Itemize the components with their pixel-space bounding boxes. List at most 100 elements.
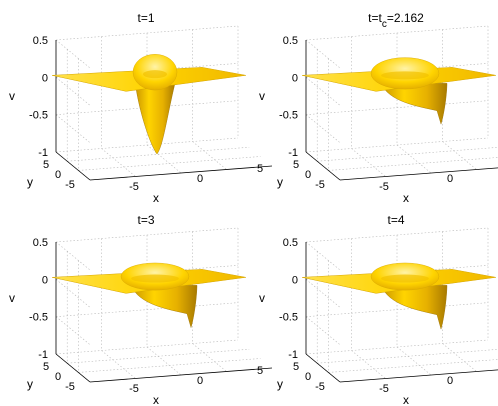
y-axis-label: y: [277, 377, 283, 391]
z-tick-label: -0.5: [279, 110, 298, 122]
y-axis-label: y: [277, 175, 283, 189]
subplot-title: t=1: [137, 11, 154, 25]
x-axis: [339, 369, 498, 383]
grid-line: [351, 350, 386, 379]
y-tick-label: -5: [65, 179, 75, 191]
grid-line: [192, 343, 227, 372]
surface-crater: [381, 274, 429, 283]
grid-line: [442, 343, 477, 372]
grid-line: [351, 148, 386, 177]
y-tick-label: 0: [305, 371, 311, 383]
surface-dip: [380, 83, 448, 125]
y-axis-label: y: [27, 175, 33, 189]
surface-dip: [130, 285, 198, 329]
grid-line: [67, 348, 250, 364]
grid-line: [396, 144, 432, 174]
surface-dip: [380, 285, 448, 330]
grid-line: [101, 350, 136, 379]
z-tick-label: -1: [38, 147, 48, 159]
z-tick-label: -1: [288, 349, 298, 361]
x-tick-label: -5: [129, 383, 139, 395]
grid-line: [78, 358, 261, 373]
grid-line: [317, 147, 498, 162]
z-axis-label: v: [259, 291, 265, 305]
grid-line: [305, 39, 341, 69]
z-tick-label: 0.5: [33, 35, 48, 47]
grid-line: [442, 141, 477, 170]
grid-line: [305, 279, 341, 308]
y-tick-label: 5: [43, 361, 49, 373]
grid-line: [55, 39, 91, 69]
grid-line: [328, 157, 498, 171]
grid-line: [305, 114, 341, 143]
z-tick-label: 0: [292, 72, 298, 84]
x-tick-label: 0: [197, 173, 203, 185]
y-axis-label: y: [27, 377, 33, 391]
x-tick-label: 0: [197, 375, 203, 387]
x-axis: [89, 165, 273, 181]
grid-line: [146, 144, 182, 174]
y-axis: [305, 151, 341, 181]
grid-line: [192, 141, 227, 170]
z-axis-label: v: [259, 89, 265, 103]
x-tick-label: 5: [257, 163, 263, 175]
z-tick-label: -1: [38, 349, 48, 361]
y-tick-label: 5: [293, 361, 299, 373]
y-tick-label: 0: [55, 169, 61, 181]
x-tick-label: -5: [379, 181, 389, 193]
x-axis-label: x: [403, 191, 409, 205]
y-tick-label: 0: [55, 371, 61, 383]
x-tick-label: 0: [447, 173, 453, 185]
z-tick-label: 0.5: [283, 35, 298, 47]
x-tick-label: 0: [447, 375, 453, 387]
grid-line: [55, 241, 91, 271]
x-axis-label: x: [153, 191, 159, 205]
z-tick-label: 0: [292, 274, 298, 286]
grid-line: [55, 77, 91, 106]
z-tick-label: -1: [288, 147, 298, 159]
y-tick-label: 5: [293, 159, 299, 171]
grid-line: [146, 346, 182, 376]
y-tick-label: -5: [65, 381, 75, 393]
grid-line: [101, 148, 136, 177]
x-tick-label: -5: [379, 383, 389, 395]
y-axis: [305, 353, 341, 383]
z-axis-label: v: [9, 291, 15, 305]
x-axis-label: x: [403, 393, 409, 406]
x-tick-label: -5: [129, 181, 139, 193]
subplot-title: t=4: [387, 213, 404, 227]
x-axis-label: x: [153, 393, 159, 406]
grid-line: [317, 349, 498, 364]
y-axis: [55, 353, 91, 383]
surface-crater: [381, 71, 429, 80]
x-tick-label: 5: [257, 365, 263, 377]
surface-dip: [134, 81, 176, 155]
grid-lines: [305, 25, 498, 181]
z-tick-label: 0: [42, 72, 48, 84]
grid-lines: [305, 227, 498, 383]
z-tick-label: -0.5: [29, 312, 48, 324]
grid-line: [305, 316, 341, 345]
x-axis: [339, 167, 498, 181]
grid-line: [328, 359, 498, 373]
z-tick-label: 0.5: [33, 237, 48, 249]
z-axis-label: v: [9, 89, 15, 103]
y-tick-label: -5: [315, 381, 325, 393]
z-tick-label: 0.5: [283, 237, 298, 249]
grid-line: [55, 316, 91, 345]
y-tick-label: 5: [43, 159, 49, 171]
z-tick-label: 0: [42, 274, 48, 286]
subplot-title: t=tc=2.162: [368, 11, 424, 30]
surface-crater: [131, 274, 179, 283]
grid-line: [305, 77, 341, 106]
grid-line: [396, 346, 432, 376]
grid-line: [55, 114, 91, 143]
y-axis: [55, 151, 91, 181]
surface-crater: [143, 70, 167, 79]
grid-line: [67, 146, 250, 162]
